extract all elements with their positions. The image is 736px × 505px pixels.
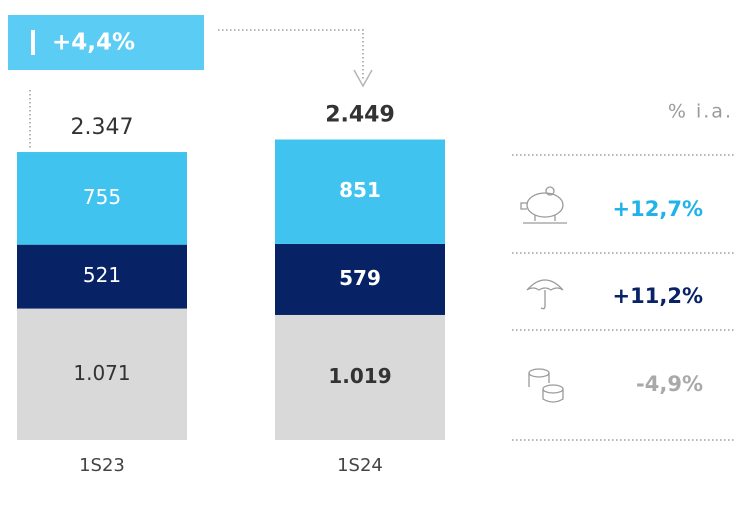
bar-segment	[275, 139, 445, 244]
bar-segment	[17, 308, 187, 440]
x-tick-label: 1S24	[337, 455, 383, 476]
growth-arrow	[218, 29, 364, 80]
badge-accent	[31, 30, 35, 55]
icon-coins	[528, 368, 564, 403]
value-label: 851	[339, 178, 381, 202]
value-label: 755	[83, 185, 121, 209]
change-label: -4,9%	[636, 372, 703, 396]
value-label: 1.071	[73, 361, 130, 385]
bar-segment	[17, 152, 187, 245]
bar-segment	[275, 314, 445, 440]
x-tick-label: 1S23	[79, 455, 125, 476]
bar-segment	[275, 243, 445, 315]
growth-label: +4,4%	[52, 30, 135, 56]
value-label: 1.019	[328, 364, 391, 388]
value-label: 521	[83, 263, 121, 287]
change-label: +12,7%	[613, 197, 703, 221]
change-header: % i.a.	[668, 101, 733, 123]
total-label: 2.449	[325, 103, 395, 128]
icon-umbrella	[526, 279, 564, 310]
bar-segment	[17, 244, 187, 309]
total-label: 2.347	[71, 115, 134, 140]
change-label: +11,2%	[613, 284, 703, 308]
arrow-head	[353, 69, 373, 88]
value-label: 579	[339, 266, 381, 290]
growth-badge	[8, 15, 204, 70]
icon-piggy	[520, 186, 567, 224]
